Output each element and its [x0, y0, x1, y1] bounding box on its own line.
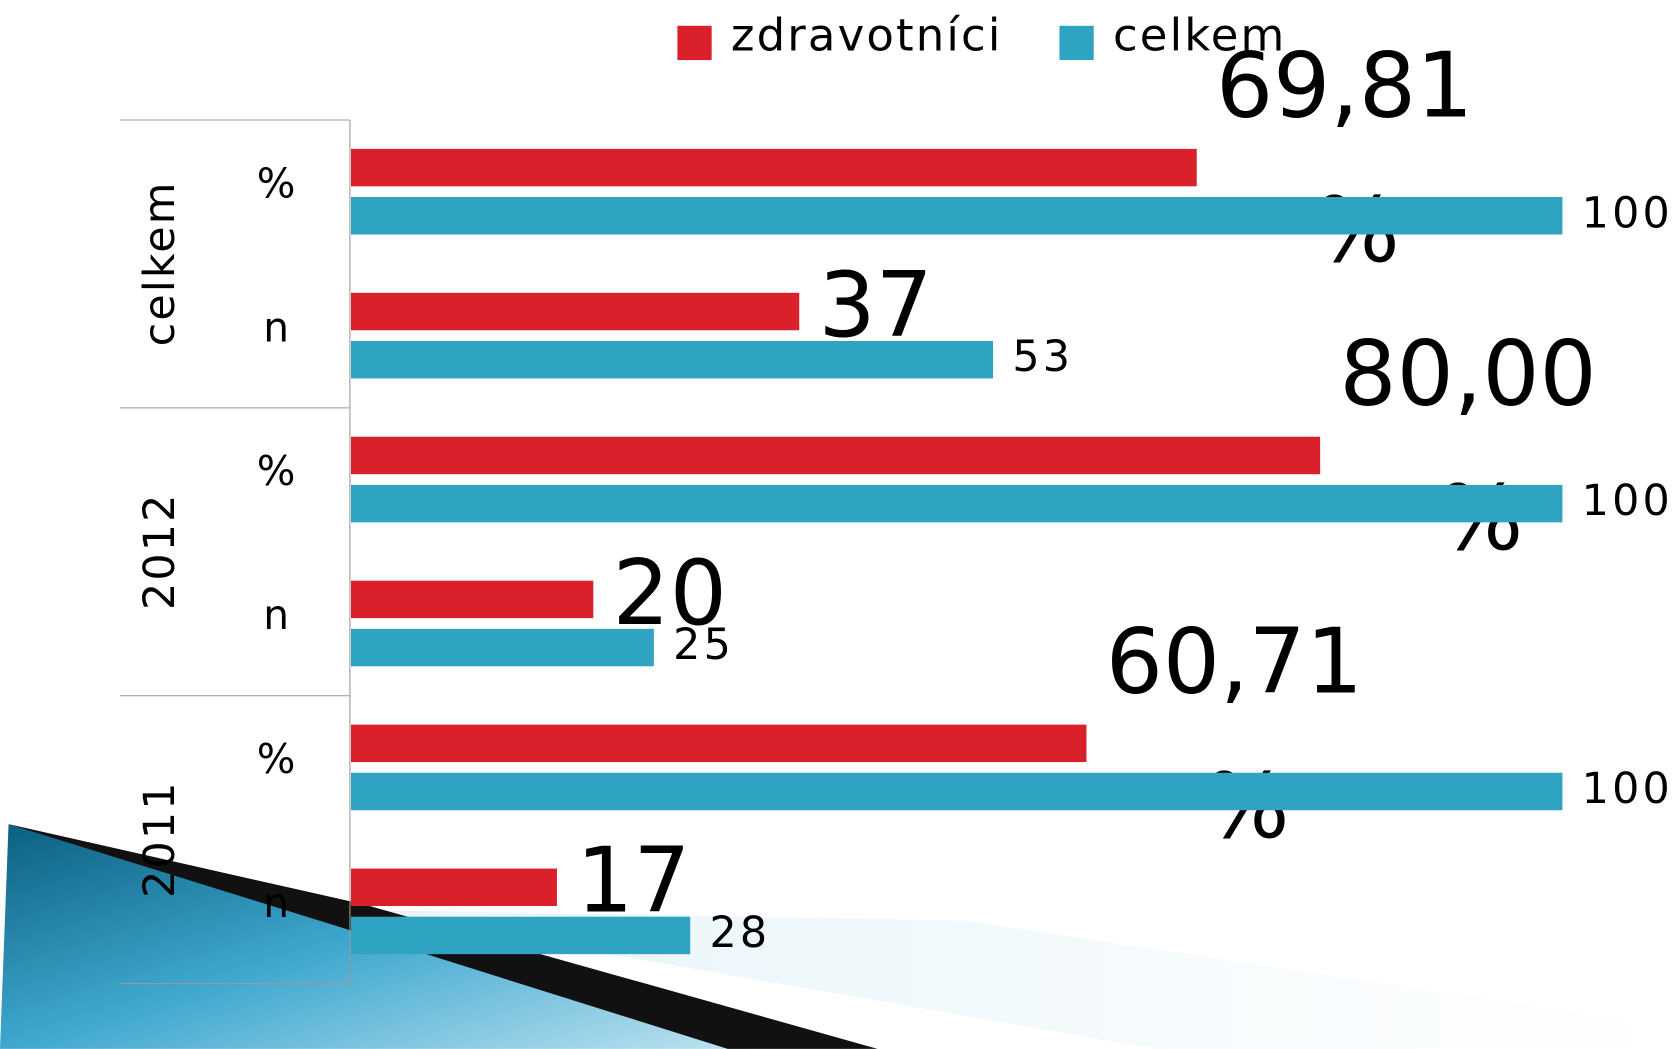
bar — [351, 725, 1086, 762]
value-label: 69,81% — [1216, 35, 1473, 283]
bar — [351, 341, 993, 378]
category-label: n — [263, 303, 289, 351]
group-label: 2012 — [135, 493, 185, 610]
group-label: celkem — [135, 180, 185, 346]
value-label: 80,00% — [1339, 323, 1596, 571]
value-label: 100 — [1582, 476, 1673, 526]
value-label: 100 — [1582, 764, 1673, 814]
legend-swatch — [677, 26, 711, 60]
category-label: n — [263, 591, 289, 639]
chart: zdravotnícicelkemcelkem20122011%69,81%10… — [0, 0, 1678, 1049]
value-label: 28 — [709, 908, 770, 958]
value-label: 100 — [1582, 188, 1673, 238]
category-label: % — [257, 447, 296, 495]
bar — [351, 149, 1197, 186]
bar — [351, 581, 593, 618]
bar — [351, 773, 1562, 810]
bar — [351, 197, 1562, 234]
bar — [351, 485, 1562, 522]
bar — [351, 293, 799, 330]
bar — [351, 869, 557, 906]
bar — [351, 437, 1320, 474]
group-label: 2011 — [135, 780, 185, 897]
value-label: 60,71% — [1106, 611, 1363, 859]
background-swoosh — [0, 824, 1678, 1049]
bar — [351, 629, 654, 666]
bar — [351, 917, 690, 954]
category-label: % — [257, 159, 296, 207]
legend-label: zdravotníci — [731, 9, 1003, 62]
category-label: n — [263, 879, 289, 927]
page: zdravotnícicelkemcelkem20122011%69,81%10… — [0, 0, 1678, 1049]
category-label: % — [257, 735, 296, 783]
value-label: 53 — [1012, 332, 1073, 382]
legend-swatch — [1059, 26, 1093, 60]
value-label: 25 — [673, 620, 734, 670]
